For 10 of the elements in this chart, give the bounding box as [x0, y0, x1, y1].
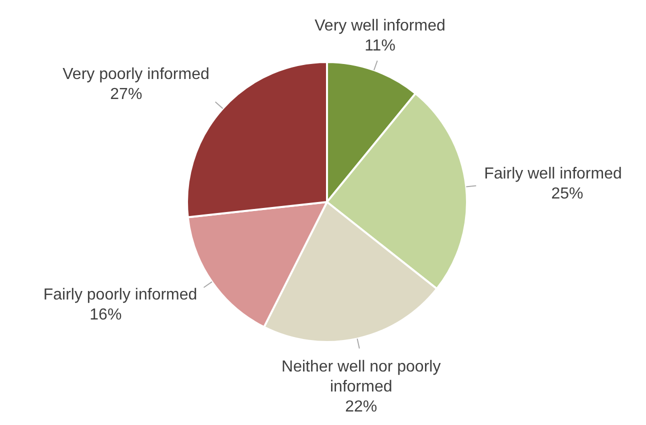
data-label: 27% — [110, 86, 142, 104]
slice-label: Very well informed — [314, 17, 446, 34]
data-label: 22% — [345, 398, 378, 416]
slice-label: Fairly poorly informed — [43, 286, 198, 304]
slice-label: Fairly well informed — [484, 166, 622, 183]
data-label: 25% — [551, 186, 584, 203]
data-label: 16% — [90, 306, 122, 324]
slice-label: Neither well nor poorly informed — [282, 358, 441, 396]
data-label: 11% — [364, 37, 396, 54]
slice-label: Very poorly informed — [62, 66, 210, 84]
